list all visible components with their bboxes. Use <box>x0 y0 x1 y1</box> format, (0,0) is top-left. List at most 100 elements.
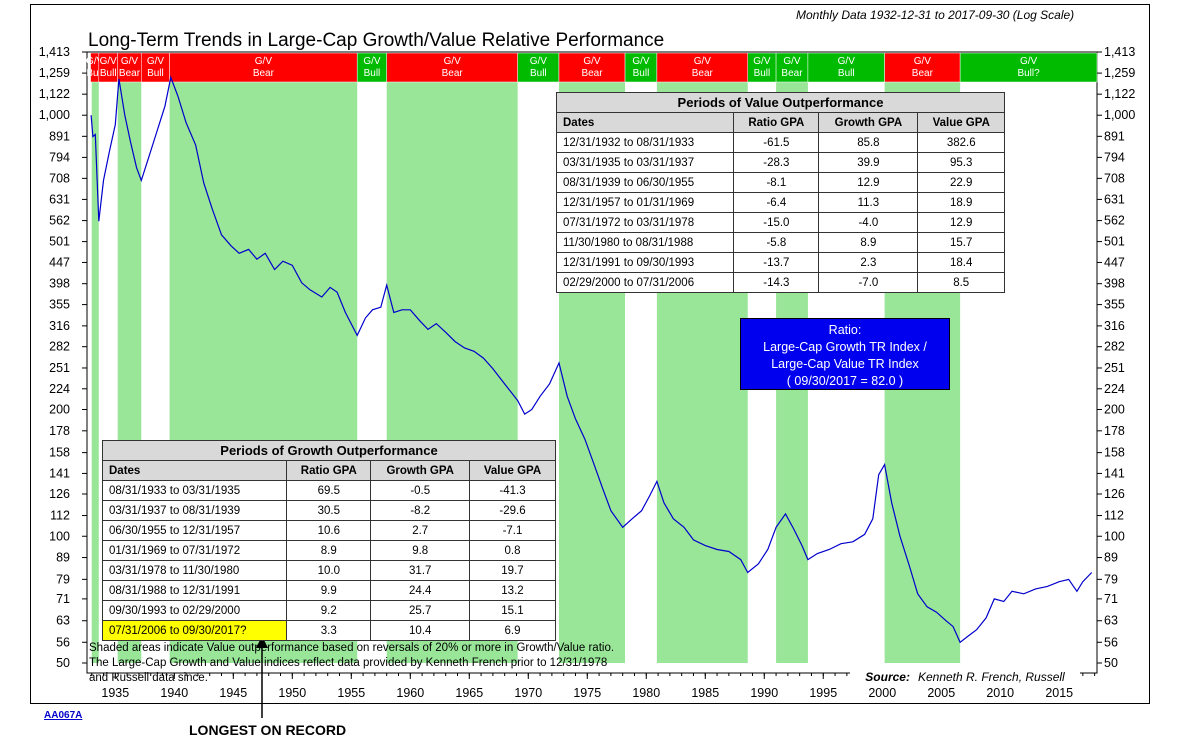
regime-label: G/V <box>632 56 650 67</box>
regime-label: G/V <box>583 56 601 67</box>
x-tick-label: 1990 <box>750 686 778 700</box>
regime-label: G/V <box>838 56 856 67</box>
y-tick-label-right: 200 <box>1104 403 1125 417</box>
value-table-cell: -8.1 <box>733 172 820 193</box>
y-tick-label-right: 141 <box>1104 466 1125 480</box>
y-tick-label-left: 56 <box>56 635 70 649</box>
y-tick-label-left: 794 <box>49 150 70 164</box>
growth-table-cell: 25.7 <box>370 600 470 621</box>
chart-title: Long-Term Trends in Large-Cap Growth/Val… <box>88 30 664 51</box>
regime-label: G/V <box>147 56 165 67</box>
y-tick-label-right: 56 <box>1104 635 1118 649</box>
value-table-cell: 12/31/1957 to 01/31/1969 <box>555 192 735 213</box>
x-tick-label: 1945 <box>219 686 247 700</box>
value-table-cell: 03/31/1935 to 03/31/1937 <box>555 152 735 173</box>
growth-table-cell: 9.9 <box>286 580 372 601</box>
value-table-cell: 12/31/1932 to 08/31/1933 <box>555 132 735 153</box>
y-tick-label-left: 891 <box>49 129 70 143</box>
y-tick-label-right: 447 <box>1104 255 1125 269</box>
growth-table-row: 08/31/1933 to 03/31/1935 69.5 -0.5 -41.3 <box>101 480 557 501</box>
growth-table-cell: 19.7 <box>468 560 557 581</box>
value-table-cell: 8.9 <box>818 232 919 253</box>
regime-sublabel: Bear <box>912 68 934 79</box>
growth-table-cell: 30.5 <box>286 500 372 521</box>
ratio-line-4: ( 09/30/2017 = 82.0 ) <box>786 374 904 388</box>
value-table-cell: 08/31/1939 to 06/30/1955 <box>555 172 735 193</box>
y-tick-label-right: 891 <box>1104 129 1125 143</box>
regime-band <box>141 52 170 83</box>
longest-on-record-callout: LONGEST ON RECORD <box>189 722 347 738</box>
y-tick-label-left: 398 <box>49 277 70 291</box>
growth-table-row: 03/31/1978 to 11/30/1980 10.0 31.7 19.7 <box>101 560 557 581</box>
y-tick-label-left: 251 <box>49 361 70 375</box>
callout-arrow-head <box>256 636 268 648</box>
y-tick-label-left: 631 <box>49 192 70 206</box>
regime-band <box>624 52 658 83</box>
regime-sublabel: Bull <box>838 68 855 79</box>
regime-sublabel: Bear <box>442 68 464 79</box>
value-table-cell: -6.4 <box>733 192 820 213</box>
y-tick-label-left: 447 <box>49 255 70 269</box>
regime-sublabel: Bull <box>100 68 117 79</box>
value-table-cell: 95.3 <box>917 152 1005 173</box>
y-tick-label-left: 63 <box>56 614 70 628</box>
y-tick-label-right: 398 <box>1104 277 1125 291</box>
value-table-cell: -5.8 <box>733 232 820 253</box>
value-table-cell: 382.6 <box>917 132 1005 153</box>
regime-sublabel: Bull <box>633 68 650 79</box>
chart-code-link[interactable]: AA067A <box>44 710 83 721</box>
growth-col-value: Value GPA <box>468 460 557 481</box>
y-tick-label-right: 794 <box>1104 150 1125 164</box>
growth-table-cell: 01/31/1969 to 07/31/1972 <box>101 540 288 561</box>
y-tick-label-left: 50 <box>56 656 70 670</box>
regime-sublabel: Bear <box>781 68 803 79</box>
regime-sublabel: Bull <box>147 68 164 79</box>
value-table-cell: 39.9 <box>818 152 919 173</box>
growth-table-cell: 31.7 <box>370 560 470 581</box>
growth-table-cell: -29.6 <box>468 500 557 521</box>
growth-table-row: 03/31/1937 to 08/31/1939 30.5 -8.2 -29.6 <box>101 500 557 521</box>
y-tick-label-right: 251 <box>1104 361 1125 375</box>
plot-area <box>86 51 1098 674</box>
y-tick-label-right: 1,122 <box>1104 87 1135 101</box>
y-tick-label-right: 1,413 <box>1104 45 1135 59</box>
value-table-title: Periods of Value Outperformance <box>556 92 1005 112</box>
growth-table-cell: 13.2 <box>468 580 557 601</box>
value-table-row: 03/31/1935 to 03/31/1937 -28.3 39.9 95.3 <box>555 152 1005 173</box>
regime-sublabel: Bull <box>364 68 381 79</box>
value-table-cell: -15.0 <box>733 212 820 233</box>
growth-col-dates: Dates <box>101 460 288 481</box>
y-tick-label-left: 112 <box>50 509 70 523</box>
ratio-line-3: Large-Cap Value TR Index <box>771 357 919 371</box>
growth-table-cell: -0.5 <box>370 480 470 501</box>
note-line-3: and Russell data since. <box>89 672 208 684</box>
growth-table-cell: 08/31/1988 to 12/31/1991 <box>101 580 288 601</box>
regime-label: G/V <box>753 56 771 67</box>
y-tick-label-left: 71 <box>56 592 70 606</box>
y-tick-label-left: 178 <box>49 424 70 438</box>
y-tick-label-right: 71 <box>1104 592 1118 606</box>
value-table-cell: -7.0 <box>818 272 919 293</box>
growth-table-cell: 6.9 <box>468 620 557 641</box>
value-table-cell: -61.5 <box>733 132 820 153</box>
growth-table-cell: 10.0 <box>286 560 372 581</box>
value-col-ratio: Ratio GPA <box>733 112 820 133</box>
regime-band <box>169 52 358 83</box>
growth-table-cell: 24.4 <box>370 580 470 601</box>
growth-table-cell: 2.7 <box>370 520 470 541</box>
growth-table-cell: 03/31/1978 to 11/30/1980 <box>101 560 288 581</box>
growth-table-cell: 10.6 <box>286 520 372 541</box>
regime-band <box>517 52 560 83</box>
regime-label: G/V <box>1020 56 1038 67</box>
value-table-cell: 18.9 <box>917 192 1005 213</box>
regime-sublabel: Bull <box>754 68 771 79</box>
growth-col-ratio: Ratio GPA <box>286 460 372 481</box>
value-table-cell: 11.3 <box>818 192 919 213</box>
growth-table-row: 09/30/1993 to 02/29/2000 9.2 25.7 15.1 <box>101 600 557 621</box>
regime-band <box>386 52 518 83</box>
y-tick-label-left: 501 <box>49 235 70 249</box>
regime-label: G/V <box>86 56 104 67</box>
value-table-cell: -28.3 <box>733 152 820 173</box>
growth-col-growth: Growth GPA <box>370 460 470 481</box>
ratio-legend-box: Ratio: Large-Cap Growth TR Index / Large… <box>740 318 950 390</box>
